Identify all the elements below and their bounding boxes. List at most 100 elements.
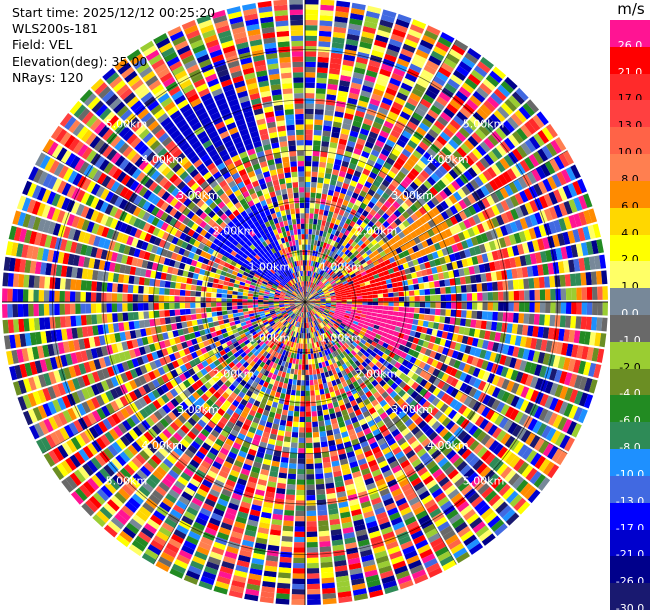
velocity-gate (380, 322, 386, 327)
velocity-gate (323, 598, 337, 604)
velocity-gate (312, 416, 318, 422)
velocity-gate (311, 396, 316, 402)
velocity-gate (292, 584, 305, 590)
velocity-gate (284, 510, 294, 516)
velocity-gate (367, 309, 373, 313)
velocity-gate (324, 115, 333, 121)
velocity-gate (435, 309, 441, 315)
velocity-gate (488, 292, 493, 301)
velocity-gate (357, 305, 362, 308)
velocity-gate (326, 425, 333, 431)
velocity-gate (314, 385, 319, 391)
velocity-gate (317, 510, 327, 516)
velocity-gate (450, 286, 456, 293)
velocity-gate (306, 401, 311, 406)
velocity-gate (321, 199, 326, 205)
velocity-gate (430, 302, 435, 308)
velocity-gate (498, 292, 503, 301)
velocity-gate (321, 194, 327, 200)
velocity-gate (313, 374, 317, 380)
velocity-gate (308, 354, 311, 359)
velocity-gate (293, 422, 299, 428)
velocity-gate (289, 405, 294, 411)
velocity-gate (203, 323, 209, 329)
velocity-gate (322, 577, 335, 583)
velocity-gate (310, 198, 315, 204)
velocity-gate (298, 459, 305, 464)
velocity-gate (413, 284, 419, 290)
velocity-gate (425, 302, 430, 308)
velocity-gate (346, 306, 351, 309)
velocity-gate (307, 516, 317, 522)
velocity-gate (377, 290, 383, 294)
velocity-gate (310, 385, 314, 391)
velocity-gate (493, 302, 498, 311)
velocity-gate (318, 525, 329, 531)
velocity-gate (513, 313, 519, 323)
velocity-gate (281, 415, 287, 421)
velocity-gate (387, 284, 393, 289)
velocity-gate (307, 542, 318, 548)
velocity-gate (439, 316, 445, 323)
velocity-gate (591, 317, 597, 330)
velocity-gate (305, 124, 313, 129)
velocity-gate (277, 588, 290, 594)
velocity-gate (407, 318, 413, 324)
velocity-gate (401, 275, 407, 281)
velocity-gate (497, 312, 503, 321)
velocity-gate (324, 472, 333, 478)
velocity-gate (357, 296, 362, 299)
velocity-gate (305, 354, 308, 359)
velocity-gate (313, 151, 320, 157)
velocity-gate (307, 265, 309, 270)
velocity-gate (313, 140, 321, 146)
velocity-gate (508, 313, 514, 323)
velocity-gate (316, 193, 321, 199)
velocity-gate (362, 299, 367, 302)
velocity-gate (308, 245, 311, 250)
velocity-gate (346, 295, 351, 298)
velocity-gate (307, 584, 320, 590)
velocity-gate (396, 276, 402, 281)
velocity-gate (398, 312, 404, 317)
velocity-gate (308, 349, 311, 354)
velocity-gate (451, 310, 457, 317)
velocity-gate (296, 506, 305, 511)
velocity-gate (475, 274, 481, 283)
velocity-gate (289, 400, 294, 406)
velocity-gate (549, 276, 555, 288)
velocity-gate (313, 432, 319, 438)
velocity-gate (307, 552, 319, 558)
velocity-gate (356, 290, 362, 293)
velocity-gate (316, 230, 320, 236)
velocity-gate (386, 319, 392, 324)
velocity-gate (314, 447, 321, 453)
velocity-gate (292, 385, 297, 391)
velocity-gate (280, 462, 288, 468)
velocity-gate (597, 302, 603, 315)
velocity-gate (425, 308, 431, 314)
velocity-gate (323, 383, 328, 389)
velocity-gate (283, 520, 293, 526)
velocity-gate (325, 168, 332, 174)
velocity-gate (323, 409, 329, 415)
velocity-gate (305, 51, 316, 56)
velocity-gate (347, 304, 352, 306)
velocity-gate (316, 93, 326, 99)
velocity-gate (307, 594, 320, 600)
velocity-gate (321, 441, 328, 447)
velocity-gate (311, 182, 317, 188)
velocity-gate (465, 276, 471, 284)
velocity-gate (298, 453, 305, 458)
velocity-gate (367, 305, 372, 308)
velocity-gate (306, 396, 311, 401)
velocity-gate (318, 515, 328, 521)
velocity-gate (404, 291, 410, 296)
velocity-gate (596, 317, 602, 331)
velocity-gate (440, 287, 446, 294)
velocity-gate (305, 9, 318, 15)
velocity-gate (295, 401, 300, 407)
velocity-gate (570, 316, 576, 328)
velocity-gate (472, 302, 477, 310)
velocity-gate (277, 483, 286, 489)
